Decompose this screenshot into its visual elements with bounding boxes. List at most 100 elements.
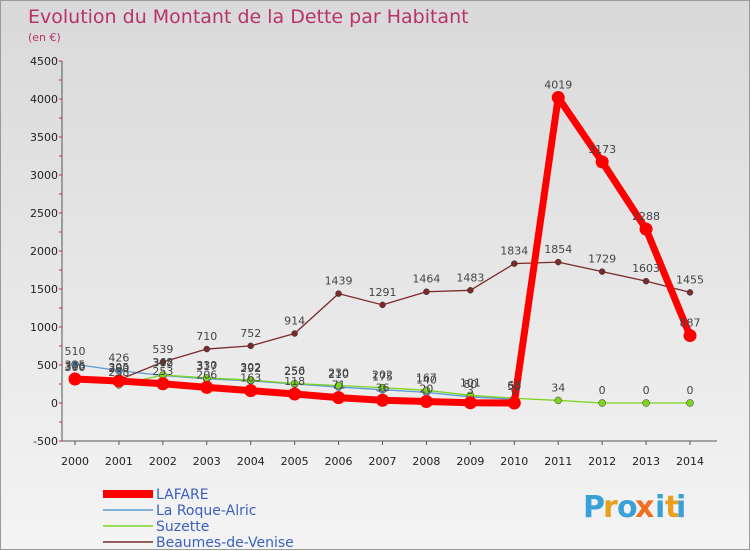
data-label: 2288 [632, 210, 660, 223]
y-tick-label: 2500 [30, 207, 58, 220]
data-point [378, 383, 387, 392]
axes: -500050010001500200025003000350040004500… [30, 55, 717, 468]
data-point [244, 384, 258, 398]
data-label: 335 [65, 359, 86, 372]
data-label: 238 [108, 366, 129, 379]
data-point [551, 91, 565, 105]
x-tick-label: 2014 [676, 455, 704, 468]
data-label: 510 [65, 345, 86, 358]
data-point [598, 268, 606, 275]
legend-label: LAFARE [156, 487, 209, 503]
data-point [642, 399, 650, 407]
y-tick-label: 0 [51, 397, 58, 410]
data-label: 1483 [456, 271, 484, 284]
data-point [642, 277, 650, 285]
logo-letter: P [583, 490, 605, 525]
data-label: 63 [507, 379, 521, 392]
data-point [554, 258, 562, 266]
logo-letter: r [603, 490, 618, 525]
data-point [159, 358, 167, 366]
data-label: 250 [284, 365, 305, 378]
data-label: 253 [152, 365, 173, 378]
x-tick-label: 2001 [105, 455, 133, 468]
data-label: 202 [372, 369, 393, 382]
data-point [68, 372, 82, 386]
data-point [290, 379, 299, 388]
data-point [291, 330, 298, 337]
data-point [112, 374, 126, 388]
logo-letter: x [635, 490, 654, 525]
data-label: 752 [240, 327, 261, 340]
y-tick-label: 1000 [30, 321, 58, 334]
chart-subtitle: (en €) [28, 31, 61, 44]
data-point [71, 360, 79, 368]
data-point [554, 396, 562, 405]
data-label: 302 [240, 361, 261, 374]
x-tick-label: 2012 [588, 455, 616, 468]
x-tick-label: 2000 [61, 455, 89, 468]
data-label: 1291 [369, 286, 397, 299]
data-point [200, 380, 214, 394]
logo-letter: i [676, 490, 686, 525]
x-tick-label: 2008 [412, 455, 440, 468]
data-label: 1854 [544, 243, 572, 256]
data-label: 1834 [500, 245, 528, 258]
data-label: 300 [65, 361, 86, 374]
data-label: 34 [551, 381, 565, 394]
data-label: 914 [284, 315, 305, 328]
data-labels: 510 426 362 317 292 250 210 175 140 80 50335238368… [65, 79, 705, 397]
x-tick-label: 2003 [193, 455, 221, 468]
data-label: 1603 [632, 262, 660, 275]
data-label: 0 [643, 384, 650, 397]
data-label: 206 [196, 368, 217, 381]
logo-letter: o [617, 490, 638, 525]
data-point [686, 289, 694, 296]
data-label: 317 [196, 360, 217, 373]
data-point [332, 391, 346, 405]
x-tick-label: 2013 [632, 455, 660, 468]
data-point [683, 329, 697, 343]
x-tick-label: 2009 [456, 455, 484, 468]
data-point [379, 301, 386, 309]
x-tick-label: 2010 [500, 455, 528, 468]
data-label: 0 [687, 384, 694, 397]
data-point [598, 399, 606, 407]
y-tick-label: 4000 [30, 93, 58, 106]
data-label: 20 [419, 382, 433, 395]
data-label: 330 [196, 359, 217, 372]
proxiti-logo: Pr ox i ti [583, 490, 686, 525]
data-point [334, 381, 343, 390]
data-label: 1455 [676, 273, 704, 286]
x-tick-label: 2011 [544, 455, 572, 468]
y-tick-label: 3000 [30, 169, 58, 182]
y-tick-label: 4500 [30, 55, 58, 68]
data-point [423, 288, 430, 295]
data-point [115, 366, 123, 375]
logo-letter: i [655, 490, 665, 525]
y-tick-label: -500 [33, 435, 58, 448]
data-point [419, 394, 433, 408]
data-point [246, 376, 255, 384]
data-label: 71 [332, 379, 346, 392]
data-point [467, 287, 474, 294]
data-point [463, 396, 477, 410]
data-label: 290 [108, 362, 129, 375]
data-label: 101 [460, 376, 481, 389]
data-label: 316 [65, 360, 86, 373]
legend-label: Suzette [156, 519, 209, 535]
data-label: 887 [680, 317, 701, 330]
data-label: 1439 [325, 275, 353, 288]
data-label: 305 [108, 361, 129, 374]
data-label: 1729 [588, 253, 616, 266]
x-tick-label: 2004 [237, 455, 265, 468]
data-point [247, 342, 254, 350]
data-point [422, 386, 431, 395]
x-tick-label: 2002 [149, 455, 177, 468]
data-label: 1464 [412, 273, 440, 286]
series-layer [68, 91, 697, 410]
data-point [639, 222, 653, 236]
data-point [156, 377, 170, 391]
data-label: 163 [240, 372, 261, 385]
